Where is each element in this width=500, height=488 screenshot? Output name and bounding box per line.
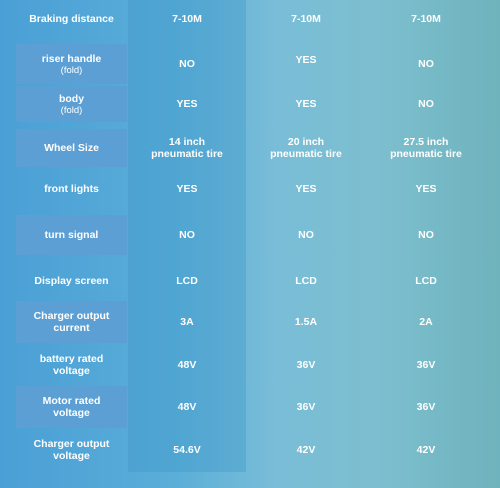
cell-text: 42V — [416, 444, 436, 456]
cell-text: 7-10M — [291, 13, 321, 25]
cell-text: 7-10M — [172, 13, 202, 25]
cell: NO — [246, 215, 366, 255]
cell: 7-10M — [246, 4, 366, 34]
row-label-charger-output-current: Charger output current — [16, 301, 127, 343]
cell-text: YES — [295, 98, 317, 110]
row-label-charger-output-voltage: Charger output voltage — [16, 432, 127, 468]
row-label-motor-rated-voltage: Motor rated voltage — [16, 386, 127, 428]
label-text: Wheel Size — [44, 142, 99, 154]
cell: 48V — [128, 346, 246, 384]
row-label-turn-signal: turn signal — [16, 215, 127, 255]
label-text: Motor rated voltage — [42, 395, 101, 419]
label-sub: (fold) — [60, 104, 83, 116]
cell-text: NO — [179, 229, 195, 241]
cell: 54.6V — [128, 432, 246, 468]
label-text: battery rated voltage — [39, 353, 104, 377]
cell-text: 36V — [416, 359, 436, 371]
cell-text: YES — [176, 98, 198, 110]
cell-text: NO — [418, 58, 434, 70]
cell: LCD — [366, 266, 486, 296]
cell: 3A — [128, 301, 246, 343]
cell-text: 48V — [177, 401, 197, 413]
cell-text: NO — [418, 98, 434, 110]
cell: LCD — [128, 266, 246, 296]
cell: 36V — [366, 346, 486, 384]
cell: YES — [128, 174, 246, 204]
label-text: front lights — [44, 183, 99, 195]
highlight-column — [128, 0, 246, 472]
cell: NO — [366, 44, 486, 84]
cell: 27.5 inch pneumatic tire — [366, 129, 486, 167]
cell-text: YES — [415, 183, 437, 195]
cell: 20 inch pneumatic tire — [246, 129, 366, 167]
cell-text: 36V — [416, 401, 436, 413]
cell-text: 3A — [180, 316, 194, 328]
cell: NO — [128, 215, 246, 255]
cell: YES — [246, 174, 366, 204]
label-text: Charger output current — [33, 310, 110, 334]
label-text: Braking distance — [29, 13, 114, 25]
cell-text: NO — [418, 229, 434, 241]
cell: 14 inch pneumatic tire — [128, 129, 246, 167]
cell-text: NO — [298, 229, 314, 241]
cell-text: 27.5 inch pneumatic tire — [390, 136, 462, 160]
cell: 1.5A — [246, 301, 366, 343]
cell: NO — [366, 86, 486, 122]
cell-text: NO — [179, 58, 195, 70]
cell: NO — [128, 44, 246, 84]
cell-text: LCD — [176, 275, 198, 287]
cell-text: 48V — [177, 359, 197, 371]
cell-text: YES — [295, 183, 317, 195]
cell: 36V — [246, 386, 366, 428]
cell-text: 20 inch pneumatic tire — [270, 136, 342, 160]
row-label-body: body (fold) — [16, 86, 127, 122]
cell: 36V — [366, 386, 486, 428]
cell: NO — [366, 215, 486, 255]
cell: 42V — [366, 432, 486, 468]
cell: 42V — [246, 432, 366, 468]
label-text: body — [58, 92, 85, 105]
row-label-front-lights: front lights — [16, 174, 127, 204]
cell-text: 36V — [296, 359, 316, 371]
cell: 48V — [128, 386, 246, 428]
row-label-battery-rated-voltage: battery rated voltage — [16, 346, 127, 384]
cell-text: 1.5A — [294, 316, 318, 328]
cell: YES — [128, 86, 246, 122]
label-text: riser handle — [41, 52, 102, 65]
cell: 7-10M — [366, 4, 486, 34]
cell-text: YES — [176, 183, 198, 195]
cell-text: LCD — [415, 275, 437, 287]
cell: 2A — [366, 301, 486, 343]
label-text: Display screen — [34, 275, 109, 287]
cell-text: 54.6V — [173, 444, 201, 456]
cell: YES — [246, 40, 366, 80]
label-text: Charger output voltage — [33, 438, 110, 462]
row-label-display-screen: Display screen — [16, 266, 127, 296]
label-sub: (fold) — [60, 64, 83, 76]
cell: 7-10M — [128, 4, 246, 34]
cell-text: 42V — [296, 444, 316, 456]
cell-text: 14 inch pneumatic tire — [151, 136, 223, 160]
cell: YES — [246, 86, 366, 122]
cell-text: LCD — [295, 275, 317, 287]
cell: LCD — [246, 266, 366, 296]
row-label-wheel-size: Wheel Size — [16, 129, 127, 167]
row-label-riser-handle: riser handle (fold) — [16, 44, 127, 84]
label-text: turn signal — [44, 229, 99, 241]
cell: YES — [366, 174, 486, 204]
cell-text: 36V — [296, 401, 316, 413]
cell-text: 7-10M — [411, 13, 441, 25]
cell-text: 2A — [419, 316, 433, 328]
cell: 36V — [246, 346, 366, 384]
row-label-braking-distance: Braking distance — [16, 4, 127, 34]
cell-text: YES — [295, 54, 317, 66]
